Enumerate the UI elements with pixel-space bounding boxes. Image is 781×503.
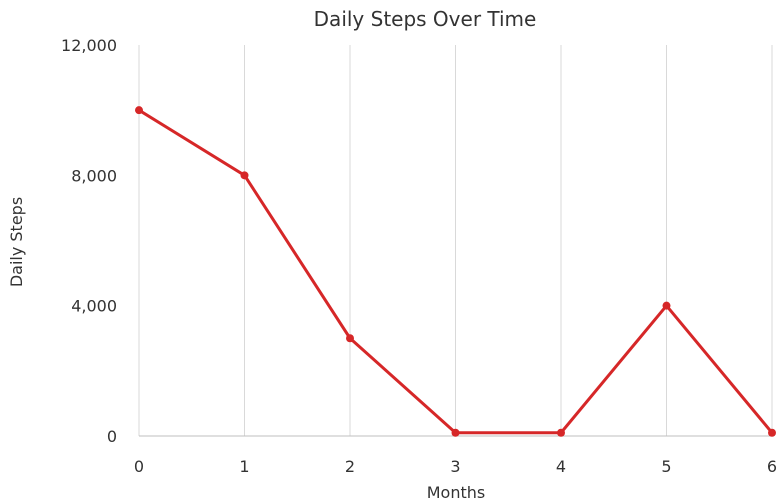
chart-title: Daily Steps Over Time	[314, 7, 537, 31]
x-tick-label-3: 3	[450, 457, 460, 476]
y-tick-label-0: 0	[107, 427, 117, 446]
y-tick-label-3: 12,000	[61, 36, 117, 55]
data-point-0-4	[557, 428, 565, 437]
series-layer	[135, 106, 776, 437]
y-axis-label: Daily Steps	[7, 197, 26, 287]
x-tick-label-6: 6	[767, 457, 777, 476]
x-tick-label-1: 1	[239, 457, 249, 476]
y-tick-label-1: 4,000	[71, 297, 117, 316]
y-axis-ticks: 0 4,000 8,000 12,000	[61, 36, 117, 446]
grid-layer	[138, 45, 773, 436]
y-tick-label-2: 8,000	[71, 166, 117, 185]
x-axis-label: Months	[427, 483, 485, 502]
x-axis-ticks: 0 1 2 3 4 5 6	[134, 457, 777, 476]
data-point-0-0	[135, 106, 143, 115]
x-tick-label-4: 4	[556, 457, 566, 476]
data-point-0-2	[346, 334, 354, 343]
data-point-0-1	[240, 171, 249, 180]
x-tick-label-5: 5	[661, 457, 671, 476]
data-point-0-5	[662, 301, 671, 310]
data-point-0-3	[451, 428, 460, 437]
data-point-0-6	[768, 428, 776, 437]
x-tick-label-0: 0	[134, 457, 144, 476]
x-tick-label-2: 2	[345, 457, 355, 476]
